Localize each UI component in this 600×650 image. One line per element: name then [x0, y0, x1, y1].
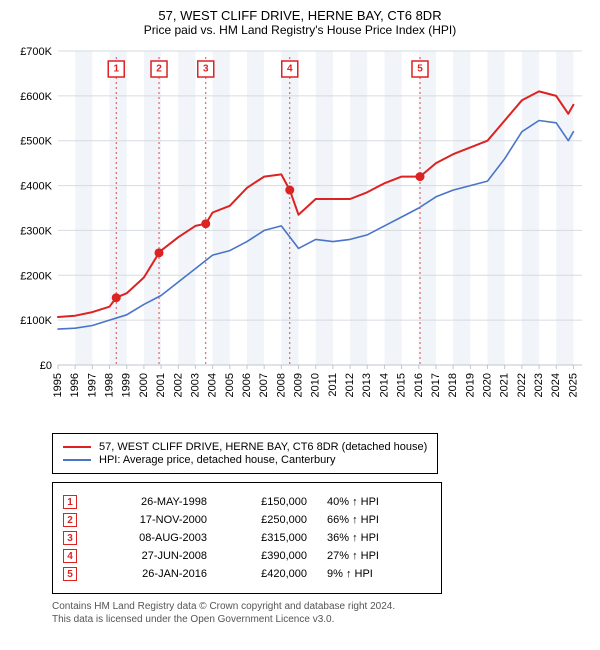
svg-text:£300K: £300K [20, 225, 52, 237]
svg-text:2017: 2017 [430, 373, 442, 397]
svg-text:2025: 2025 [567, 373, 579, 397]
svg-text:1: 1 [113, 64, 119, 75]
svg-text:2015: 2015 [396, 373, 408, 397]
footer-line1: Contains HM Land Registry data © Crown c… [52, 600, 590, 613]
footer-attribution: Contains HM Land Registry data © Crown c… [52, 600, 590, 626]
svg-text:2007: 2007 [258, 373, 270, 397]
event-row: 2 17-NOV-2000 £250,000 66% ↑ HPI [63, 513, 427, 527]
svg-text:2009: 2009 [293, 373, 305, 397]
chart-area: £0 £100K £200K £300K £400K £500K £600K £700K 199… [10, 43, 590, 423]
svg-text:2023: 2023 [533, 373, 545, 397]
svg-text:5: 5 [417, 64, 423, 75]
svg-text:£700K: £700K [20, 46, 52, 58]
svg-text:2016: 2016 [413, 373, 425, 397]
svg-text:£100K: £100K [20, 315, 52, 327]
event-row: 4 27-JUN-2008 £390,000 27% ↑ HPI [63, 549, 427, 563]
event-hpi-delta: 9% ↑ HPI [327, 568, 427, 580]
legend: 57, WEST CLIFF DRIVE, HERNE BAY, CT6 8DR… [52, 433, 438, 474]
chart-svg: £0 £100K £200K £300K £400K £500K £600K £700K 199… [10, 43, 590, 423]
event-date: 26-JAN-2016 [97, 568, 207, 580]
event-date: 08-AUG-2003 [97, 532, 207, 544]
svg-text:£200K: £200K [20, 270, 52, 282]
svg-text:2008: 2008 [275, 373, 287, 397]
event-marker-number: 4 [63, 549, 77, 563]
svg-text:2021: 2021 [499, 373, 511, 397]
svg-text:£0: £0 [40, 360, 52, 372]
svg-text:2004: 2004 [207, 373, 219, 397]
svg-text:2011: 2011 [327, 373, 339, 397]
svg-text:2018: 2018 [447, 373, 459, 397]
svg-text:2002: 2002 [172, 373, 184, 397]
svg-text:1996: 1996 [69, 373, 81, 397]
svg-text:4: 4 [287, 64, 293, 75]
svg-text:2022: 2022 [516, 373, 528, 397]
event-price: £390,000 [227, 550, 307, 562]
event-hpi-delta: 27% ↑ HPI [327, 550, 427, 562]
event-date: 26-MAY-1998 [97, 496, 207, 508]
event-hpi-delta: 40% ↑ HPI [327, 496, 427, 508]
svg-text:2006: 2006 [241, 373, 253, 397]
svg-text:2020: 2020 [482, 373, 494, 397]
svg-text:2024: 2024 [550, 373, 562, 397]
event-hpi-delta: 66% ↑ HPI [327, 514, 427, 526]
legend-item: 57, WEST CLIFF DRIVE, HERNE BAY, CT6 8DR… [63, 441, 427, 453]
svg-text:3: 3 [203, 64, 209, 75]
svg-text:1998: 1998 [104, 373, 116, 397]
svg-text:2012: 2012 [344, 373, 356, 397]
svg-text:2: 2 [156, 64, 162, 75]
event-marker-number: 2 [63, 513, 77, 527]
legend-swatch [63, 446, 91, 448]
legend-label: HPI: Average price, detached house, Cant… [99, 454, 335, 466]
event-table: 1 26-MAY-1998 £150,000 40% ↑ HPI 2 17-NOV-200… [52, 482, 442, 594]
svg-text:2005: 2005 [224, 373, 236, 397]
svg-text:2019: 2019 [464, 373, 476, 397]
svg-text:2003: 2003 [189, 373, 201, 397]
event-row: 5 26-JAN-2016 £420,000 9% ↑ HPI [63, 567, 427, 581]
event-hpi-delta: 36% ↑ HPI [327, 532, 427, 544]
svg-text:1999: 1999 [121, 373, 133, 397]
svg-text:£500K: £500K [20, 136, 52, 148]
event-marker-number: 5 [63, 567, 77, 581]
event-date: 27-JUN-2008 [97, 550, 207, 562]
event-price: £420,000 [227, 568, 307, 580]
svg-text:£400K: £400K [20, 181, 52, 193]
event-price: £250,000 [227, 514, 307, 526]
svg-text:2001: 2001 [155, 373, 167, 397]
legend-swatch [63, 459, 91, 461]
svg-text:1997: 1997 [86, 373, 98, 397]
svg-text:2010: 2010 [310, 373, 322, 397]
footer-line2: This data is licensed under the Open Gov… [52, 613, 590, 626]
svg-text:2000: 2000 [138, 373, 150, 397]
chart-subtitle: Price paid vs. HM Land Registry's House … [10, 23, 590, 37]
event-price: £150,000 [227, 496, 307, 508]
event-date: 17-NOV-2000 [97, 514, 207, 526]
svg-text:£600K: £600K [20, 91, 52, 103]
event-row: 1 26-MAY-1998 £150,000 40% ↑ HPI [63, 495, 427, 509]
legend-label: 57, WEST CLIFF DRIVE, HERNE BAY, CT6 8DR… [99, 441, 427, 453]
svg-text:1995: 1995 [52, 373, 64, 397]
legend-item: HPI: Average price, detached house, Cant… [63, 454, 427, 466]
event-price: £315,000 [227, 532, 307, 544]
event-marker-number: 1 [63, 495, 77, 509]
event-row: 3 08-AUG-2003 £315,000 36% ↑ HPI [63, 531, 427, 545]
svg-text:2013: 2013 [361, 373, 373, 397]
svg-text:2014: 2014 [378, 373, 390, 397]
chart-title: 57, WEST CLIFF DRIVE, HERNE BAY, CT6 8DR [10, 8, 590, 23]
event-marker-number: 3 [63, 531, 77, 545]
